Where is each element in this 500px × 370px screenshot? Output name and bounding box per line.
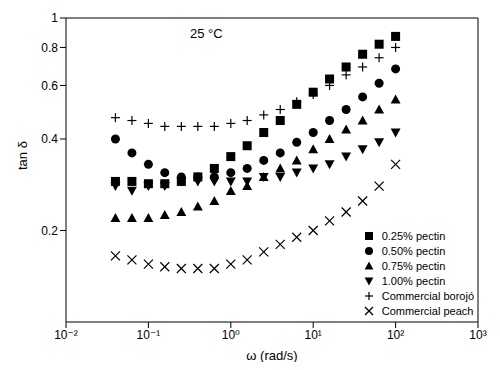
svg-text:tan δ: tan δ xyxy=(15,141,30,170)
svg-text:0.2: 0.2 xyxy=(41,224,58,238)
html-text:0.75% pectin: 0.75% pectin xyxy=(381,259,446,272)
html-text:Commercial peach: Commercial peach xyxy=(381,304,474,317)
svg-text:10³: 10³ xyxy=(469,328,486,342)
svg-text:10²: 10² xyxy=(387,328,404,342)
html-text:0.25% pectin: 0.25% pectin xyxy=(381,229,446,242)
svg-text:0.6: 0.6 xyxy=(41,79,58,93)
svg-text:10¹: 10¹ xyxy=(305,328,322,342)
html-text:0.50% pectin: 0.50% pectin xyxy=(381,244,446,257)
svg-text:ω (rad/s): ω (rad/s) xyxy=(246,348,297,362)
svg-text:0.8: 0.8 xyxy=(41,41,58,55)
svg-text:1: 1 xyxy=(51,11,58,25)
svg-text:10⁰: 10⁰ xyxy=(222,328,240,342)
svg-text:0.4: 0.4 xyxy=(41,132,58,146)
html-text:Commercial borojó: Commercial borojó xyxy=(381,289,474,302)
html-text:25 °C: 25 °C xyxy=(190,26,223,41)
html-text:1.00% pectin: 1.00% pectin xyxy=(381,274,446,287)
svg-text:10⁻²: 10⁻² xyxy=(54,328,78,342)
svg-text:10⁻¹: 10⁻¹ xyxy=(137,328,161,342)
